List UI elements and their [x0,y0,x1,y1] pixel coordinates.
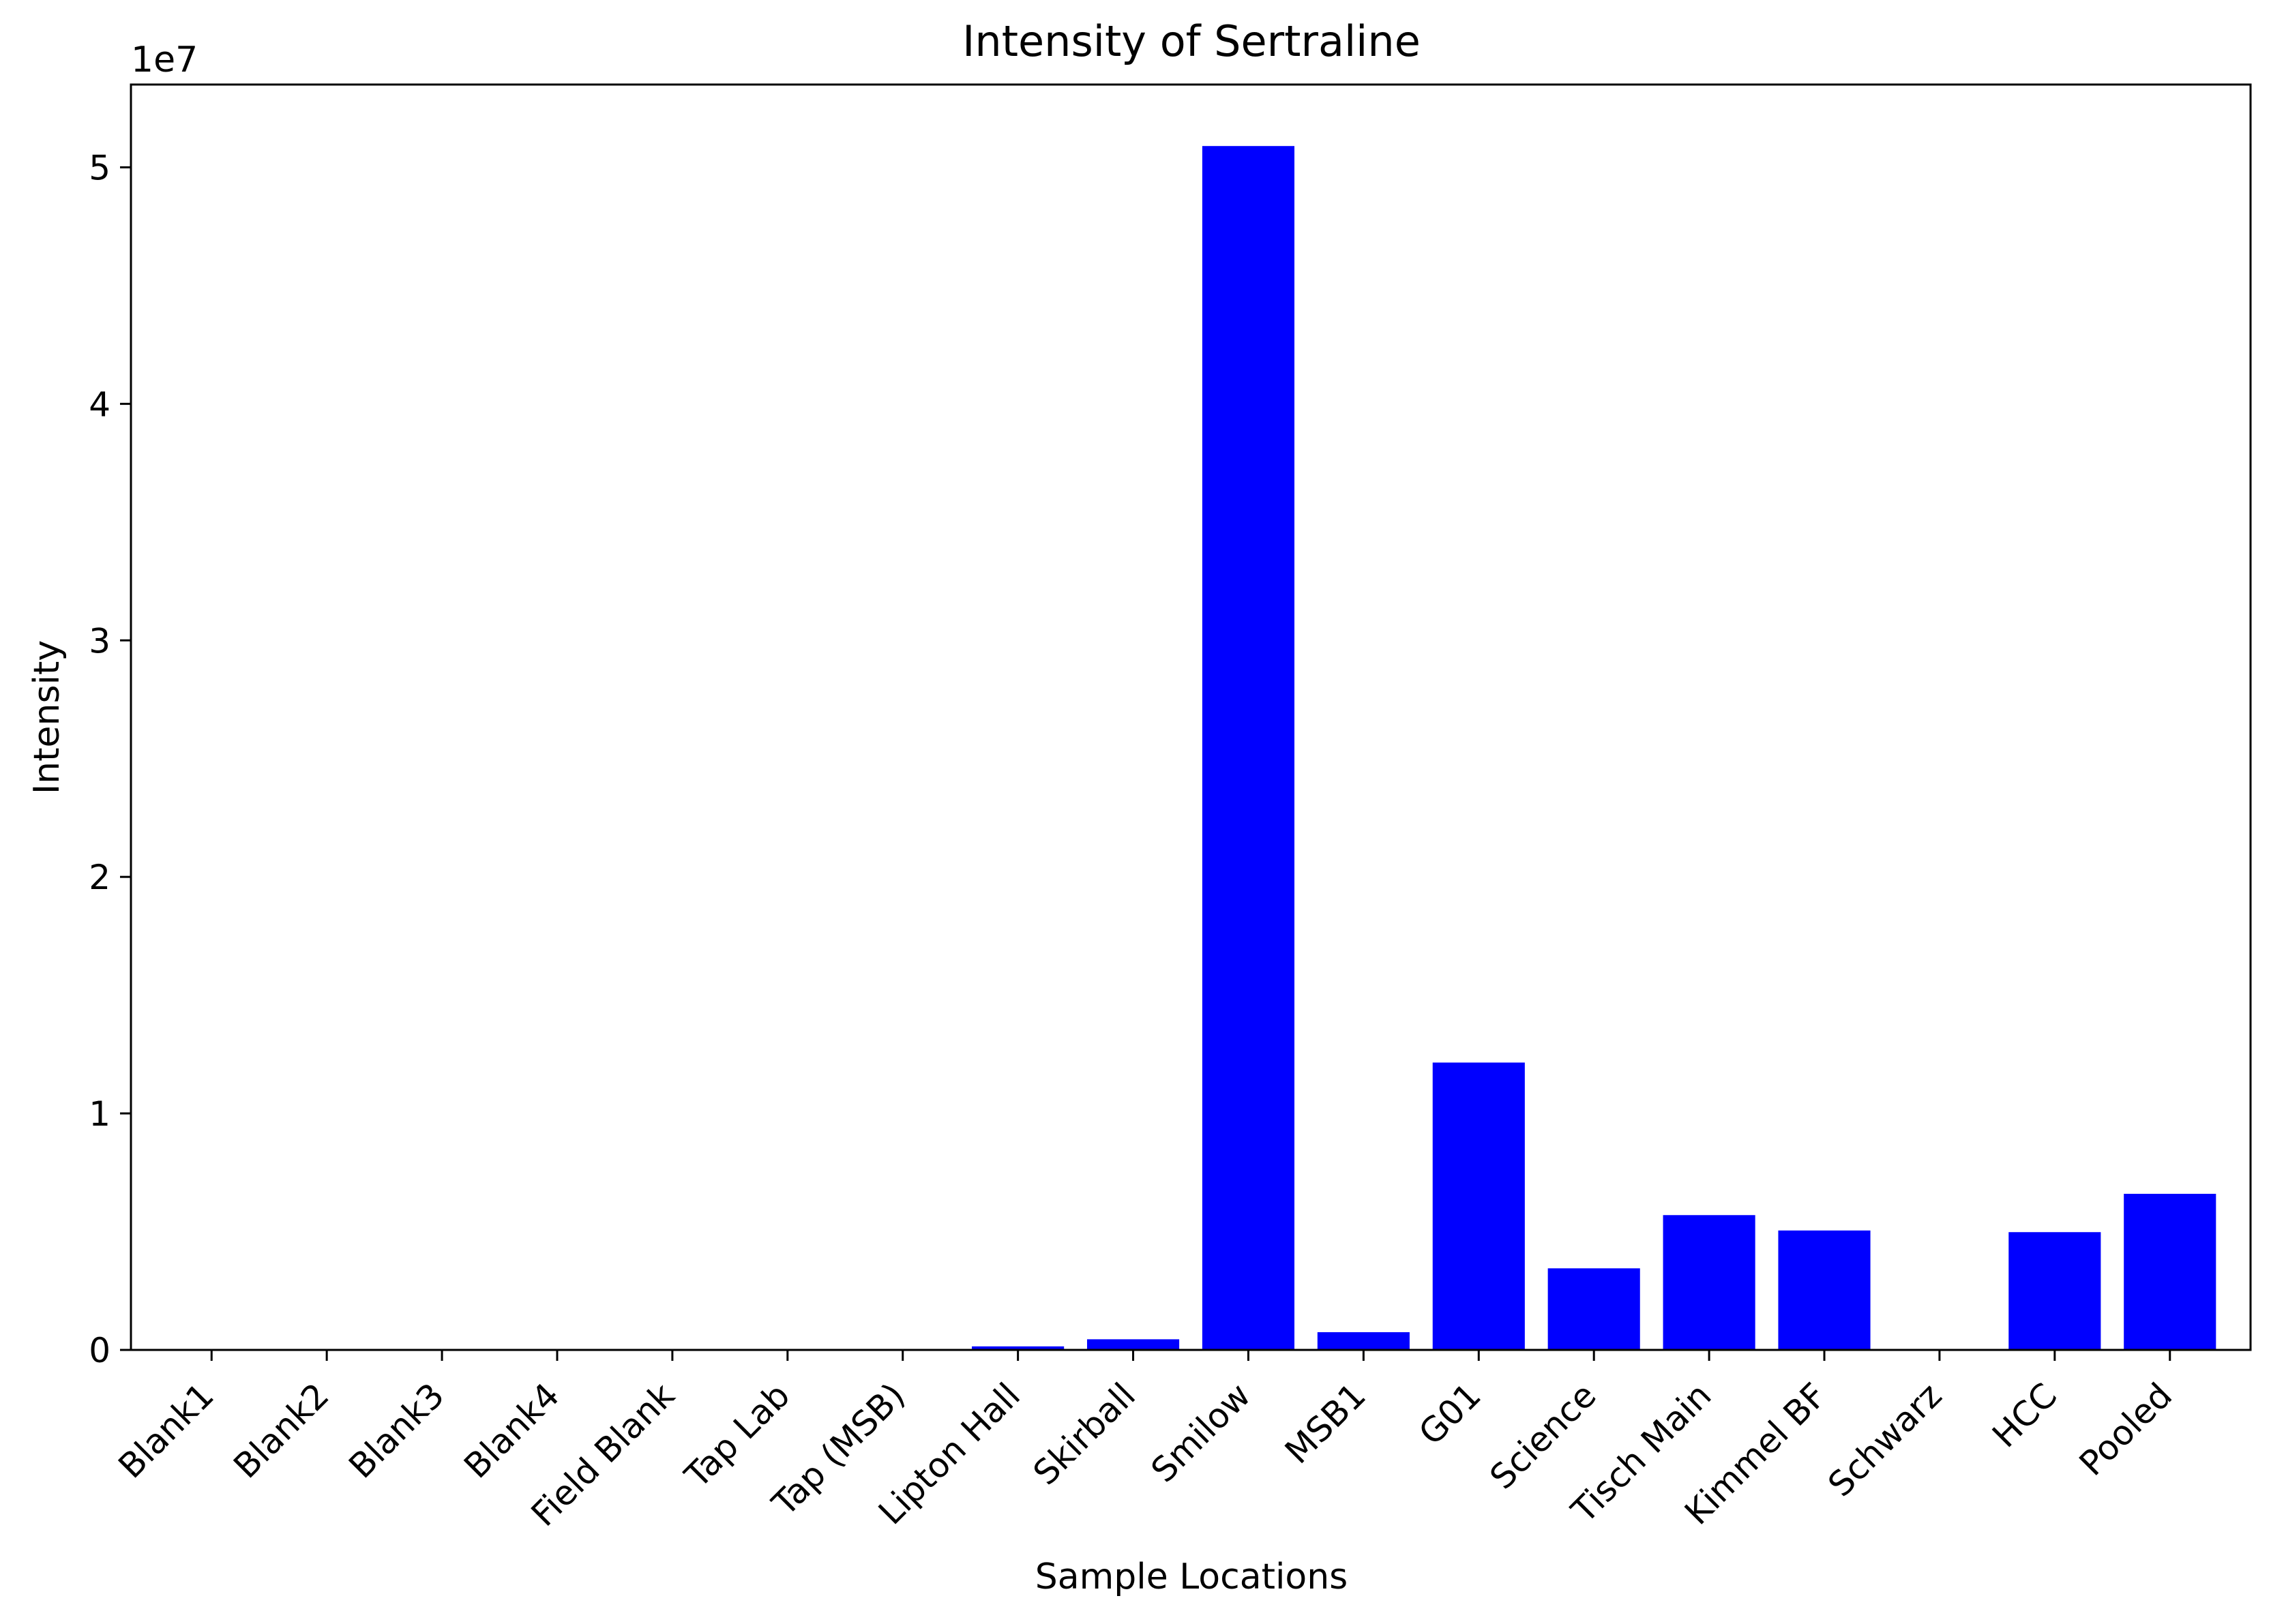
bar-tisch-main [1663,1215,1755,1350]
y-tick-label: 1 [89,1094,110,1134]
y-tick-label: 2 [89,858,110,897]
bar-g01 [1432,1062,1525,1350]
bar-kimmel-bf [1778,1230,1871,1350]
bar-pooled [2124,1194,2216,1350]
bar-science [1547,1268,1640,1350]
y-tick-label: 3 [89,621,110,661]
plot-frame [130,83,2252,1351]
y-tick-label: 4 [89,385,110,424]
x-axis-label: Sample Locations [1035,1557,1348,1597]
y-tick-label: 5 [89,148,110,187]
y-offset-label: 1e7 [131,40,198,80]
bar-hcc [2008,1232,2101,1350]
bar-lipton-hall [972,1346,1065,1350]
bar-smilow [1202,146,1295,1351]
y-tick-label: 0 [89,1331,110,1370]
bars-layer [972,146,2216,1351]
y-axis-label: Intensity [27,640,68,794]
bar-skirball [1086,1339,1180,1350]
bar-msb1 [1317,1332,1410,1350]
chart-title: Intensity of Sertraline [962,16,1421,66]
